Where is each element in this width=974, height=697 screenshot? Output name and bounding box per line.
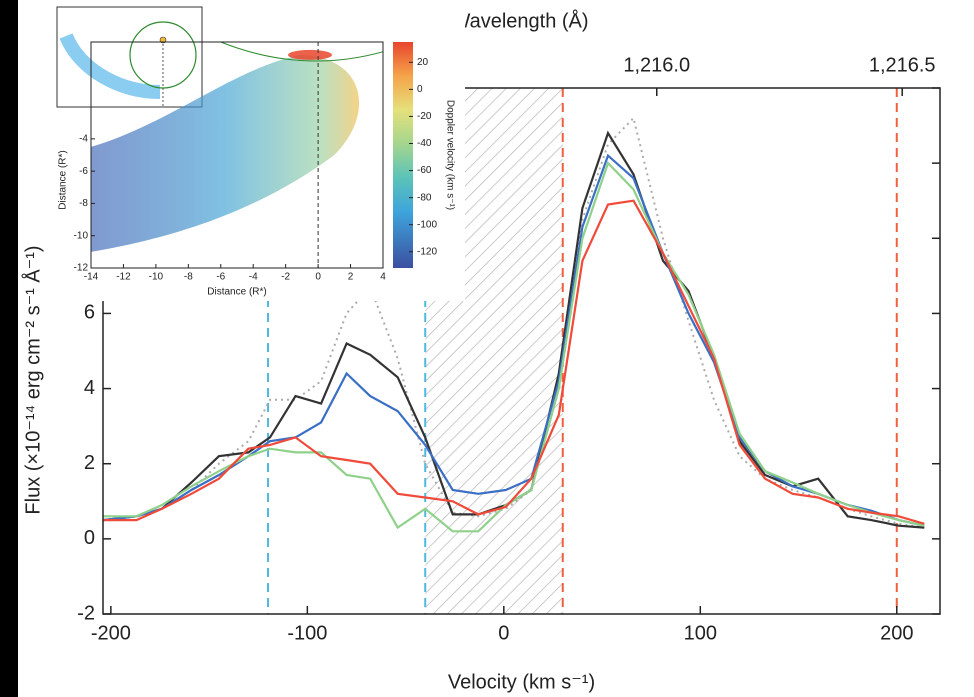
inset-x-tick-label: -10 xyxy=(149,272,164,283)
inset-x-tick-label: 2 xyxy=(348,272,354,283)
x-tick-label: 200 xyxy=(880,622,913,644)
y-tick-label: -2 xyxy=(77,602,95,624)
orbit-curve xyxy=(220,41,384,62)
x-tick-label: 100 xyxy=(684,622,717,644)
x2-tick-label: 1,216.5 xyxy=(869,54,936,76)
x2-axis-label: Wavelength (Å) xyxy=(451,9,588,32)
stream-head xyxy=(288,49,332,60)
y-tick-label: 6 xyxy=(84,302,95,324)
inset-y-tick-label: -12 xyxy=(74,263,89,274)
inset-x-tick-label: -12 xyxy=(116,272,131,283)
colorbar xyxy=(393,42,413,268)
colorbar-tick-label: -80 xyxy=(417,192,432,203)
inset-frame xyxy=(90,41,384,269)
inset-y-tick-label: -10 xyxy=(74,230,89,241)
x2-tick-label: 1,216.0 xyxy=(623,54,690,76)
inset-y-tick-label: -6 xyxy=(79,166,88,177)
x-axis-label: Velocity (km s⁻¹) xyxy=(448,671,595,693)
inset-x-label: Distance (R*) xyxy=(207,287,266,298)
x-tick-label: -200 xyxy=(91,622,131,644)
series-line xyxy=(103,161,925,533)
colorbar-tick-label: -40 xyxy=(417,138,432,149)
colorbar-tick-label: -60 xyxy=(417,165,432,176)
colorbar-tick-label: -120 xyxy=(417,246,437,257)
y-tick-label: 0 xyxy=(84,527,95,549)
inset-y-tick-label: -8 xyxy=(79,198,88,209)
inset-chart: -14 -12 -10 -8 -6 -4 -2 0 2 4-12-10-8-6-4Distance… xyxy=(53,3,465,301)
inset-x-tick-label: 0 xyxy=(315,272,321,283)
inset-x-tick-label: -14 xyxy=(84,272,99,283)
thumbnail-stream xyxy=(59,33,161,99)
y-tick-label: 2 xyxy=(84,452,95,474)
x-tick-label: -100 xyxy=(287,622,327,644)
y-axis-label: Flux (×10⁻¹⁴ erg cm⁻² s⁻¹ Å⁻¹) xyxy=(21,245,44,514)
inset-x-tick-label: -6 xyxy=(216,272,225,283)
series-line xyxy=(102,153,925,527)
colorbar-label: Doppler velocity (km s⁻¹) xyxy=(444,100,455,210)
plot-frame xyxy=(102,87,941,615)
inset-x-tick-label: -8 xyxy=(184,272,193,283)
main-chart: -2024681012-200-10001002001,216.01,216.5… xyxy=(21,9,941,693)
inset-y-label: Distance (R*) xyxy=(58,150,69,209)
inset-x-tick-label: -4 xyxy=(249,272,258,283)
gas-stream xyxy=(91,54,360,252)
left-strip xyxy=(0,0,18,697)
colorbar-tick-label: 20 xyxy=(417,57,429,68)
colorbar-tick-label: 0 xyxy=(417,84,423,95)
series-line xyxy=(103,199,925,525)
inset-x-tick-label: 4 xyxy=(380,272,386,283)
x-tick-label: 0 xyxy=(498,622,509,644)
colorbar-tick-label: -20 xyxy=(417,111,432,122)
colorbar-tick-label: -100 xyxy=(417,219,437,230)
inset-x-tick-label: -2 xyxy=(281,272,290,283)
inset-y-tick-label: -4 xyxy=(79,133,88,144)
y-tick-label: 4 xyxy=(84,377,95,399)
